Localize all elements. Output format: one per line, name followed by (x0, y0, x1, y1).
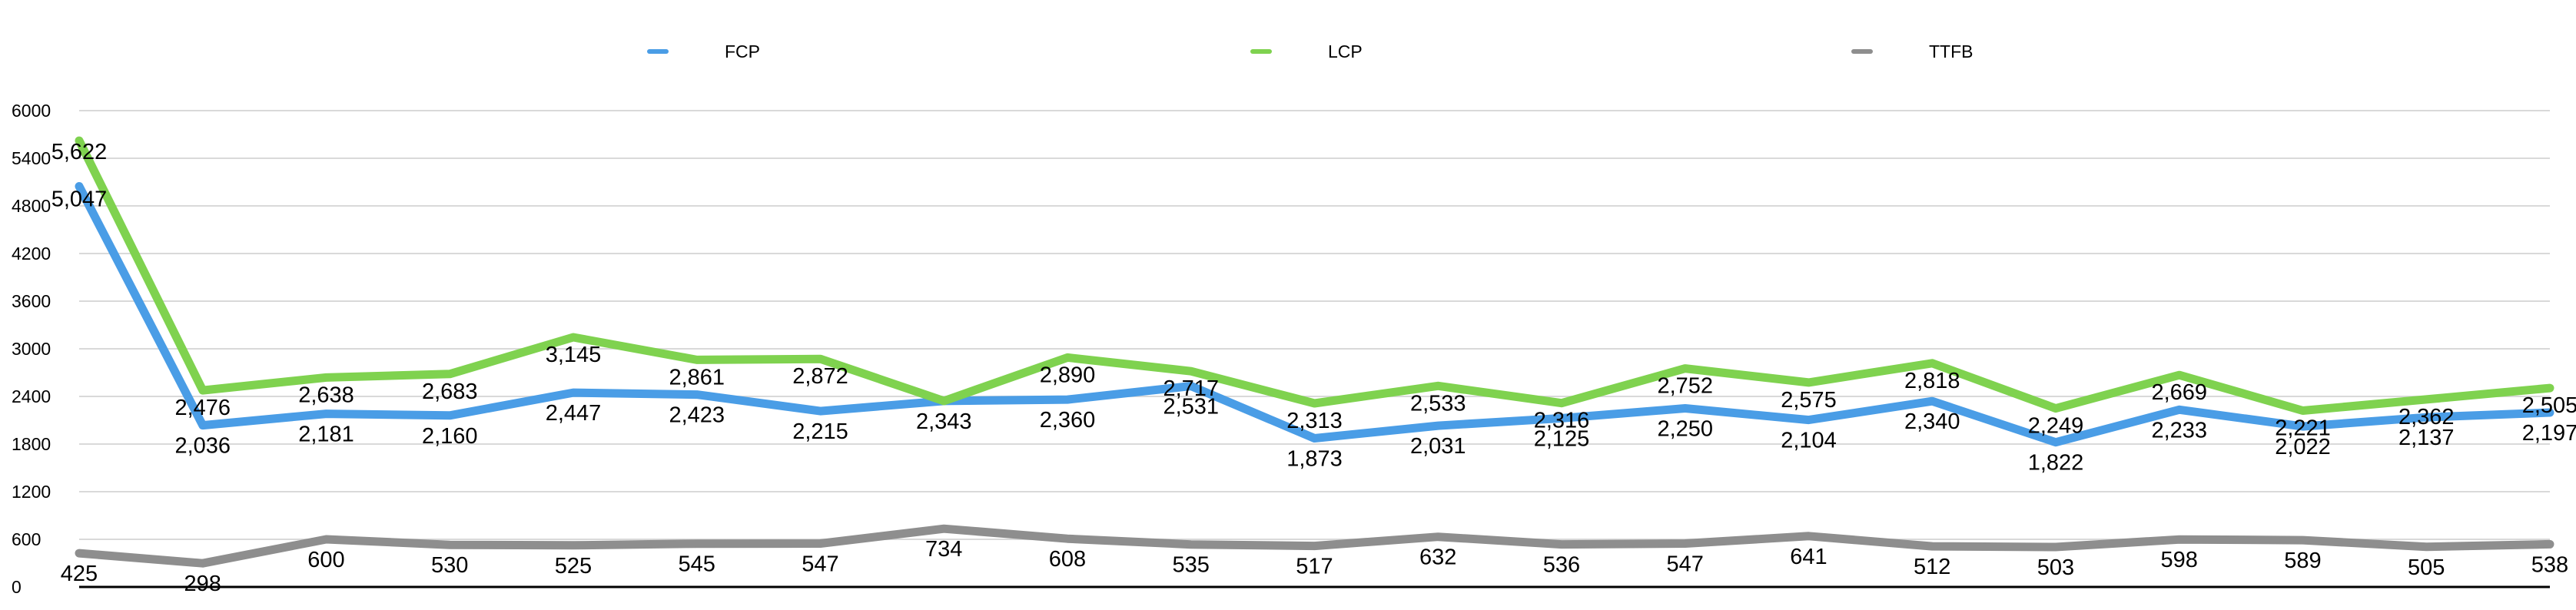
data-label-ttfb: 517 (1296, 555, 1333, 579)
y-tick-label: 4200 (12, 244, 51, 264)
data-label-lcp: 2,316 (1534, 409, 1590, 433)
legend-item-fcp: FCP (647, 41, 760, 61)
data-label-lcp: 2,818 (1904, 369, 1960, 393)
data-label-lcp: 2,890 (1040, 363, 1096, 387)
y-tick-label: 0 (12, 577, 22, 597)
data-label-lcp: 2,683 (422, 380, 478, 404)
data-label-fcp: 2,137 (2398, 426, 2455, 450)
data-label-lcp: 2,861 (669, 365, 725, 390)
data-label-lcp: 2,505 (2522, 393, 2576, 418)
y-tick-label: 4800 (12, 196, 51, 216)
data-label-lcp: 5,622 (51, 140, 108, 164)
data-label-ttfb: 608 (1049, 547, 1086, 572)
data-label-fcp: 2,360 (1040, 408, 1096, 433)
legend-label: LCP (1328, 41, 1363, 61)
data-label-ttfb: 547 (1667, 552, 1704, 576)
data-label-ttfb: 600 (307, 548, 344, 572)
data-label-fcp: 2,125 (1534, 426, 1590, 451)
data-label-fcp: 2,343 (916, 409, 972, 434)
data-label-lcp: 3,145 (546, 343, 602, 367)
data-label-lcp: 2,717 (1163, 376, 1219, 401)
y-tick-label: 600 (12, 529, 41, 549)
data-label-lcp: 2,575 (1781, 388, 1837, 413)
data-labels: 5,047 2,036 2,181 2,160 2,447 2,423 2,215 2,343… (51, 140, 2576, 596)
legend: FCP LCP TTFB (647, 41, 1973, 61)
data-label-ttfb: 525 (555, 554, 592, 579)
legend-label: TTFB (1929, 41, 1973, 61)
data-label-ttfb: 298 (184, 572, 221, 596)
data-label-lcp: 2,249 (2028, 414, 2084, 439)
y-axis: 0 600 1200 1800 2400 3000 3600 4200 4800 5400 6000 (12, 101, 51, 597)
data-label-fcp: 2,531 (1163, 394, 1219, 419)
data-label-fcp: 2,340 (1904, 409, 1960, 434)
data-label-fcp: 2,181 (298, 423, 354, 447)
grid (79, 110, 2550, 540)
y-tick-label: 1800 (12, 434, 51, 454)
series-lines (75, 136, 2554, 568)
data-label-fcp: 5,047 (51, 187, 108, 211)
y-tick-label: 1200 (12, 482, 51, 502)
legend-item-ttfb: TTFB (1851, 41, 1973, 61)
data-label-ttfb: 641 (1790, 545, 1827, 569)
data-label-ttfb: 734 (925, 537, 962, 562)
data-label-fcp: 2,233 (2151, 418, 2207, 443)
data-label-fcp: 2,447 (546, 401, 602, 426)
data-label-lcp: 2,533 (1410, 391, 1466, 416)
data-label-fcp: 2,423 (669, 403, 725, 428)
legend-item-lcp: LCP (1250, 41, 1363, 61)
data-label-fcp: 2,104 (1781, 429, 1837, 453)
series-line-fcp (75, 182, 2554, 447)
data-label-lcp: 2,476 (174, 396, 231, 420)
data-label-ttfb: 503 (2037, 555, 2074, 580)
data-label-fcp: 2,160 (422, 424, 478, 449)
data-label-ttfb: 512 (1914, 555, 1950, 579)
data-label-lcp: 2,669 (2151, 380, 2207, 405)
legend-label: FCP (725, 41, 760, 61)
data-label-fcp: 2,215 (792, 419, 848, 444)
y-tick-label: 2400 (12, 386, 51, 406)
data-label-fcp: 2,197 (2522, 421, 2576, 446)
data-label-ttfb: 538 (2531, 552, 2568, 577)
data-label-fcp: 2,022 (2275, 435, 2331, 459)
series-line-ttfb (75, 524, 2554, 568)
data-label-lcp: 2,872 (792, 364, 848, 389)
data-label-lcp: 2,752 (1657, 374, 1713, 399)
data-label-lcp: 2,362 (2398, 405, 2455, 429)
y-tick-label: 6000 (12, 101, 51, 121)
data-label-ttfb: 547 (802, 552, 838, 576)
y-tick-label: 3600 (12, 291, 51, 311)
data-label-lcp: 2,638 (298, 383, 354, 407)
data-label-fcp: 2,031 (1410, 434, 1466, 459)
series-line-lcp (75, 136, 2554, 415)
data-label-fcp: 1,873 (1286, 446, 1343, 471)
data-label-fcp: 2,036 (174, 434, 231, 459)
data-label-ttfb: 598 (2161, 548, 2198, 572)
data-label-fcp: 2,250 (1657, 417, 1713, 442)
data-label-ttfb: 425 (61, 562, 98, 586)
data-label-ttfb: 545 (679, 552, 715, 577)
y-tick-label: 3000 (12, 339, 51, 359)
data-label-lcp: 2,221 (2275, 416, 2331, 440)
data-label-ttfb: 505 (2408, 555, 2445, 580)
data-label-ttfb: 535 (1173, 553, 1210, 578)
data-label-lcp: 2,313 (1286, 409, 1343, 433)
data-label-ttfb: 589 (2284, 549, 2321, 573)
data-label-fcp: 1,822 (2028, 451, 2084, 476)
y-tick-label: 5400 (12, 148, 51, 168)
data-label-ttfb: 536 (1543, 553, 1580, 578)
data-label-ttfb: 530 (431, 553, 468, 578)
data-label-ttfb: 632 (1419, 545, 1456, 570)
